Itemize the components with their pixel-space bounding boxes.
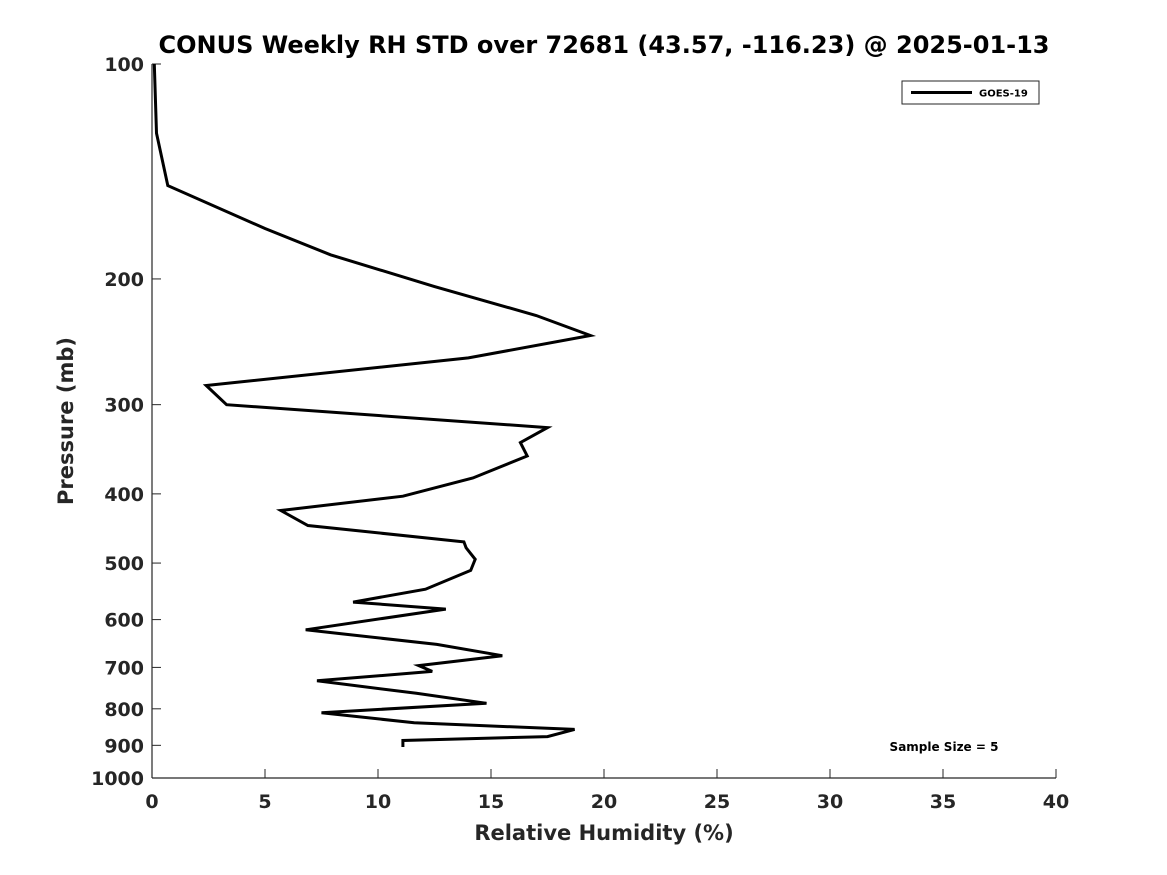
y-tick-label: 800 xyxy=(104,699,144,721)
y-axis-label: Pressure (mb) xyxy=(54,337,78,505)
x-tick-label: 35 xyxy=(930,791,956,813)
y-tick-label: 900 xyxy=(104,735,144,757)
series-lines xyxy=(152,63,597,747)
sample-size-annotation: Sample Size = 5 xyxy=(890,740,999,754)
y-tick-label: 1000 xyxy=(91,768,144,790)
y-tick-label: 400 xyxy=(104,484,144,506)
x-tick-label: 10 xyxy=(365,791,391,813)
y-tick-label: 700 xyxy=(104,657,144,679)
series-line xyxy=(152,63,597,747)
x-tick-label: 20 xyxy=(591,791,617,813)
x-tick-label: 40 xyxy=(1043,791,1069,813)
y-tick-label: 100 xyxy=(104,54,144,76)
axes: 0 5 10 15 20 25 30 35 40 100 200 300 400 500 600 700 800… xyxy=(91,54,1069,813)
x-tick-label: 5 xyxy=(258,791,271,813)
chart-title: CONUS Weekly RH STD over 72681 (43.57, -… xyxy=(158,31,1049,59)
x-axis-label: Relative Humidity (%) xyxy=(474,821,733,845)
y-tick-label: 200 xyxy=(104,269,144,291)
y-tick-label: 500 xyxy=(104,553,144,575)
x-tick-label: 0 xyxy=(145,791,158,813)
y-tick-label: 300 xyxy=(104,395,144,417)
x-tick-label: 30 xyxy=(817,791,843,813)
legend-label: GOES-19 xyxy=(979,89,1028,100)
x-tick-label: 15 xyxy=(478,791,504,813)
legend: GOES-19 xyxy=(901,80,1040,105)
x-tick-label: 25 xyxy=(704,791,730,813)
y-tick-label: 600 xyxy=(104,610,144,632)
